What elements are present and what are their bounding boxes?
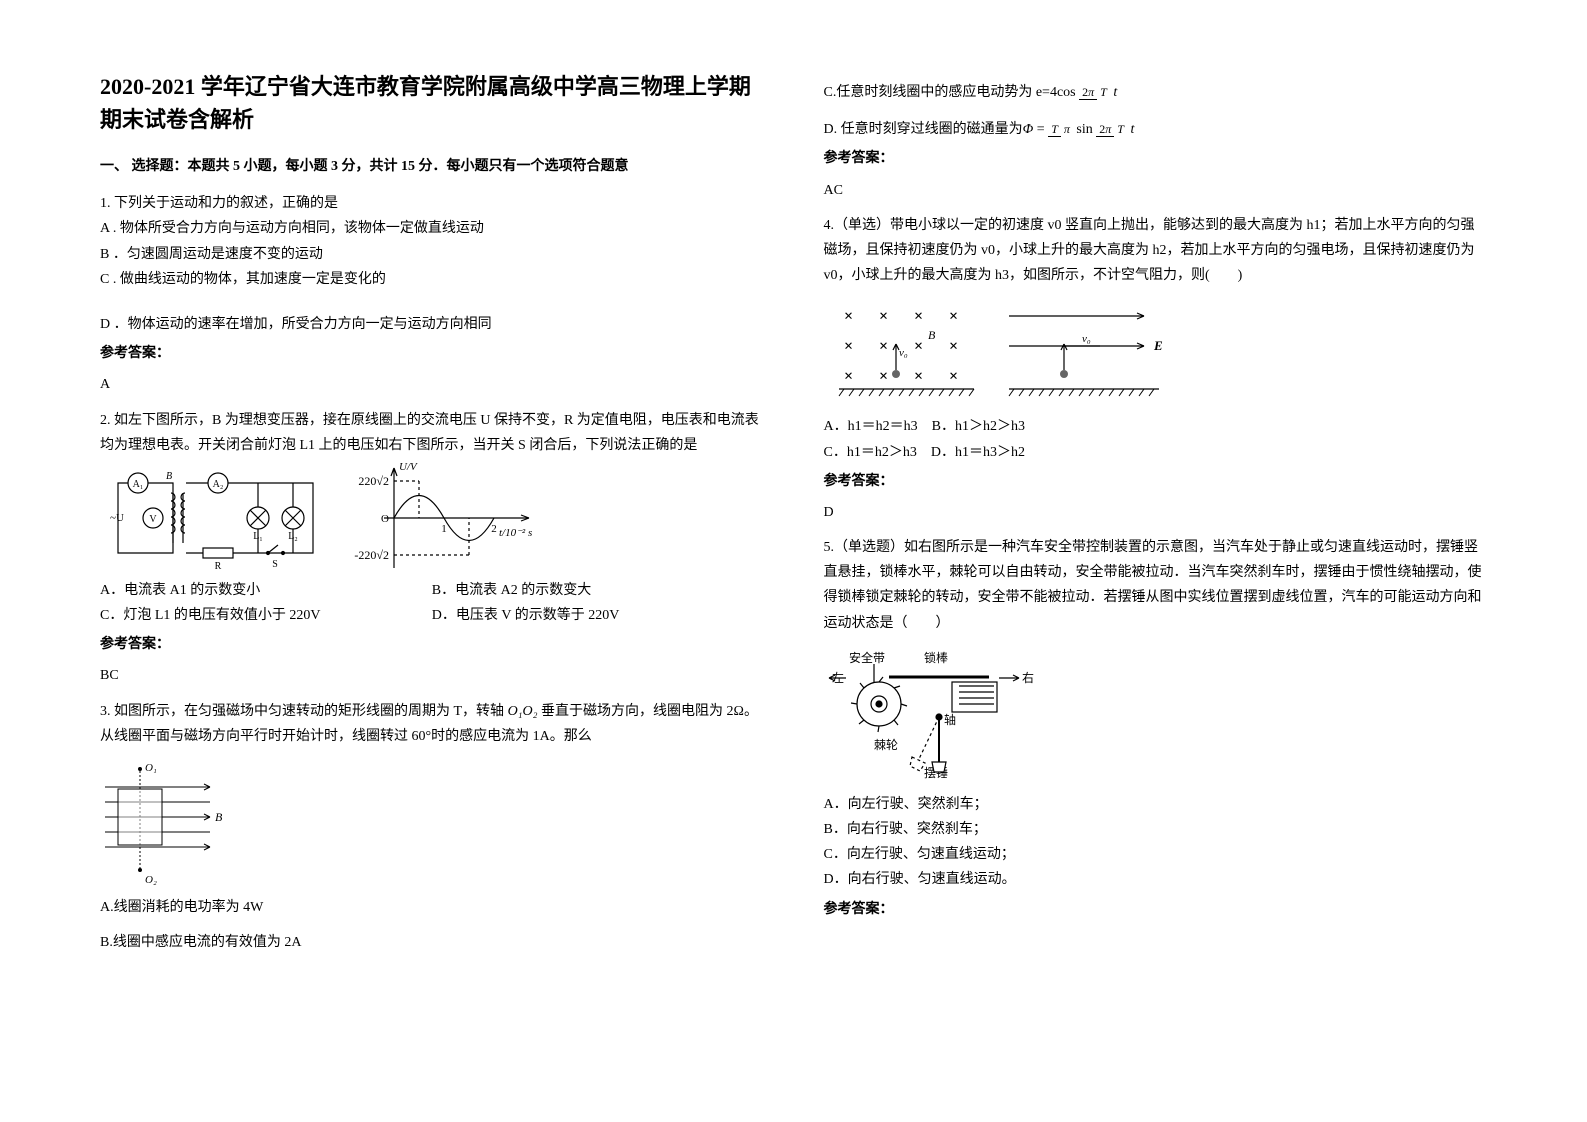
question-5: 5.（单选题）如右图所示是一种汽车安全带控制装置的示意图，当汽车处于静止或匀速直… [824,535,1488,922]
q4-answer: D [824,500,1488,525]
svg-text:×: × [844,368,853,385]
q3-o1: O₁ [145,762,157,774]
q2-option-b: B．电流表 A2 的示数变大 [432,578,764,603]
a2-label: A₂ [213,479,224,490]
q5-option-b: B．向右行驶、突然刹车； [824,817,1488,842]
svg-text:×: × [949,368,958,385]
q3-b: B [215,810,223,824]
svg-text:×: × [879,368,888,385]
q3-option-c: C.任意时刻线圈中的感应电动势为 e=4cos 2πT t [824,80,1488,105]
question-3-cont: C.任意时刻线圈中的感应电动势为 e=4cos 2πT t D. 任意时刻穿过线… [824,80,1488,203]
q5-lock: 锁棒 [924,650,948,665]
q4-v0-1: v₀ [899,347,908,359]
wf-xlabel: t/10⁻² s [499,527,532,539]
q1-answer-label: 参考答案： [100,341,764,366]
wf-bot: -220√2 [354,548,389,562]
question-4: 4.（单选）带电小球以一定的初速度 v0 竖直向上抛出，能够达到的最大高度为 h… [824,213,1488,525]
q4-option-c: C．h1＝h2＞h3 [824,445,917,460]
q4-figure: × × × × × × × × × × × × B v₀ [824,296,1488,406]
q1-option-c: C . 做曲线运动的物体，其加速度一定是变化的 [100,267,764,292]
question-2: 2. 如左下图所示，B 为理想变压器，接在原线圈上的交流电压 U 保持不变，R … [100,408,764,689]
q4-option-a: A．h1＝h2＝h3 [824,419,918,434]
q1-option-d: D ．物体运动的速率在增加，所受合力方向一定与运动方向相同 [100,312,764,337]
q5-figure: 安全带 锁棒 左 右 轴 棘轮 摆锤 [824,644,1488,784]
svg-text:O: O [381,513,389,525]
q2-answer-label: 参考答案： [100,632,764,657]
q3-option-a: A.线圈消耗的电功率为 4W [100,895,764,920]
right-column: C.任意时刻线圈中的感应电动势为 e=4cos 2πT t D. 任意时刻穿过线… [824,70,1488,1052]
q2-circuit-figure: A₁ ~U V B A₂ [108,463,323,573]
q3-option-d: D. 任意时刻穿过线圈的磁通量为Φ = Tπ sin 2πT t [824,117,1488,142]
q2-answer: BC [100,663,764,688]
wf-ylabel: U/V [399,461,418,473]
svg-text:×: × [914,308,923,325]
q5-option-d: D．向右行驶、匀速直线运动。 [824,867,1488,892]
q1-option-b: B ．匀速圆周运动是速度不变的运动 [100,242,764,267]
q1-stem: 1. 下列关于运动和力的叙述，正确的是 [100,191,764,216]
q5-belt: 安全带 [849,650,885,665]
u-label: ~U [110,512,124,524]
s-label: S [272,559,278,570]
svg-text:×: × [844,308,853,325]
q2-stem: 2. 如左下图所示，B 为理想变压器，接在原线圈上的交流电压 U 保持不变，R … [100,408,764,458]
q4-stem: 4.（单选）带电小球以一定的初速度 v0 竖直向上抛出，能够达到的最大高度为 h… [824,213,1488,289]
svg-text:×: × [879,308,888,325]
q2-option-a: A．电流表 A1 的示数变小 [100,578,432,603]
q1-option-a: A . 物体所受合力方向与运动方向相同，该物体一定做直线运动 [100,216,764,241]
left-column: 2020-2021 学年辽宁省大连市教育学院附属高级中学高三物理上学期期末试卷含… [100,70,764,1052]
q4-answer-label: 参考答案： [824,469,1488,494]
q2-option-d: D．电压表 V 的示数等于 220V [432,603,764,628]
question-1: 1. 下列关于运动和力的叙述，正确的是 A . 物体所受合力方向与运动方向相同，… [100,191,764,397]
q2-option-c: C．灯泡 L1 的电压有效值小于 220V [100,603,432,628]
r-label: R [215,561,222,572]
wf-top: 220√2 [358,474,389,488]
svg-text:×: × [949,338,958,355]
q5-answer-label: 参考答案： [824,897,1488,922]
svg-text:×: × [949,308,958,325]
q2-waveform-figure: U/V t/10⁻² s 220√2 -220√2 O 1 2 [339,458,539,578]
q1-answer: A [100,372,764,397]
wf-x2: 2 [491,523,497,535]
q4-e: E [1153,338,1163,353]
q5-right: 右 [1022,670,1034,685]
q3-stem: 3. 如图所示，在匀强磁场中匀速转动的矩形线圈的周期为 T，转轴 O₁O₂ 垂直… [100,699,764,749]
q4-b: B [928,328,936,342]
q4-option-b: B．h1＞h2＞h3 [932,419,1025,434]
q5-ratchet: 棘轮 [874,738,898,752]
svg-text:×: × [914,338,923,355]
q5-axis: 轴 [944,712,956,727]
svg-text:×: × [844,338,853,355]
q5-option-a: A．向左行驶、突然刹车； [824,792,1488,817]
b-label: B [166,471,172,482]
q3-o2: O₂ [145,874,157,886]
svg-text:×: × [914,368,923,385]
section-1-header: 一、 选择题：本题共 5 小题，每小题 3 分，共计 15 分．每小题只有一个选… [100,154,764,179]
q4-option-d: D．h1＝h3＞h2 [931,445,1025,460]
q3-option-b: B.线圈中感应电流的有效值为 2A [100,930,764,955]
a1-label: A₁ [133,479,144,490]
wf-x1: 1 [441,523,447,535]
q5-option-c: C．向左行驶、匀速直线运动； [824,842,1488,867]
q4-v0-2: v₀ [1082,333,1091,345]
question-3: 3. 如图所示，在匀强磁场中匀速转动的矩形线圈的周期为 T，转轴 O₁O₂ 垂直… [100,699,764,956]
svg-text:×: × [879,338,888,355]
exam-title: 2020-2021 学年辽宁省大连市教育学院附属高级中学高三物理上学期期末试卷含… [100,70,764,136]
q3-figure: O₁ O₂ B [100,757,764,887]
q5-stem: 5.（单选题）如右图所示是一种汽车安全带控制装置的示意图，当汽车处于静止或匀速直… [824,535,1488,636]
q3-answer: AC [824,178,1488,203]
q3-answer-label: 参考答案： [824,146,1488,171]
v-label: V [149,514,157,525]
